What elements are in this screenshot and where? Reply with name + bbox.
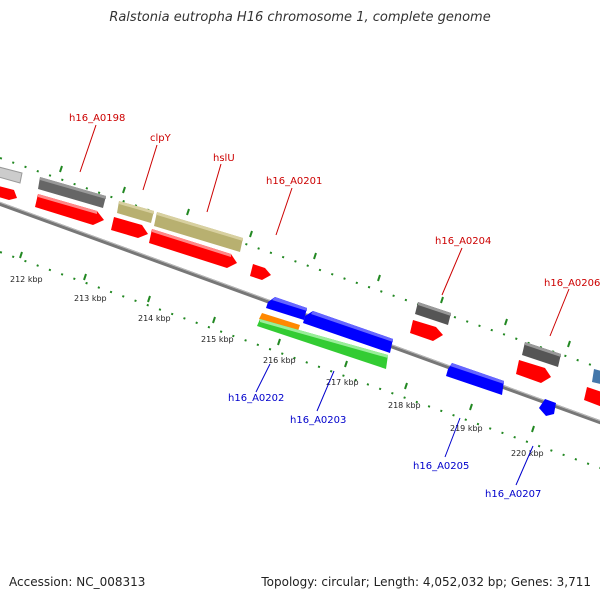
tick-label: 215 kbp (201, 335, 234, 344)
tick-label: 219 kbp (450, 424, 483, 433)
forward-leader-lines (79, 124, 570, 337)
reverse-leader-lines (255, 363, 534, 486)
tick-label: 212 kbp (10, 275, 43, 284)
accession-text: Accession: NC_008313 (9, 575, 146, 589)
gene-label: h16_A0204 (435, 236, 491, 247)
topology-text: Topology: circular; Length: 4,052,032 bp… (261, 575, 591, 589)
gene-label: h16_A0206 (544, 278, 600, 289)
tick-label: 214 kbp (138, 314, 171, 323)
gene-label: h16_A0201 (266, 176, 322, 187)
reverse-features (257, 297, 556, 416)
gene-label: hslU (213, 153, 235, 164)
gene-label: h16_A0198 (69, 113, 125, 124)
tick-label: 220 kbp (511, 449, 544, 458)
forward-gene-blocks (0, 166, 600, 384)
tick-label: 218 kbp (388, 401, 421, 410)
forward-labels: h16_A0198 clpY hslU h16_A0201 h16_A0204 … (69, 113, 600, 289)
outer-dotted-track (0, 157, 600, 369)
gene-label: h16_A0203 (290, 415, 346, 426)
gene-label: h16_A0202 (228, 393, 284, 404)
reverse-labels: h16_A0202 h16_A0203 h16_A0205 h16_A0207 (228, 393, 541, 500)
kbp-tick-labels: 212 kbp 213 kbp 214 kbp 215 kbp 216 kbp … (10, 275, 544, 458)
map-title: Ralstonia eutropha H16 chromosome 1, com… (109, 10, 491, 25)
gene-label: clpY (150, 133, 172, 144)
outer-major-ticks (59, 165, 571, 348)
inner-dotted-track (0, 251, 600, 469)
inner-major-ticks (19, 251, 535, 433)
tick-label: 213 kbp (74, 294, 107, 303)
tick-label: 217 kbp (326, 378, 359, 387)
gene-label: h16_A0207 (485, 489, 541, 500)
tick-label: 216 kbp (263, 356, 296, 365)
gene-label: h16_A0205 (413, 461, 469, 472)
forward-cds-arrows (0, 186, 600, 407)
